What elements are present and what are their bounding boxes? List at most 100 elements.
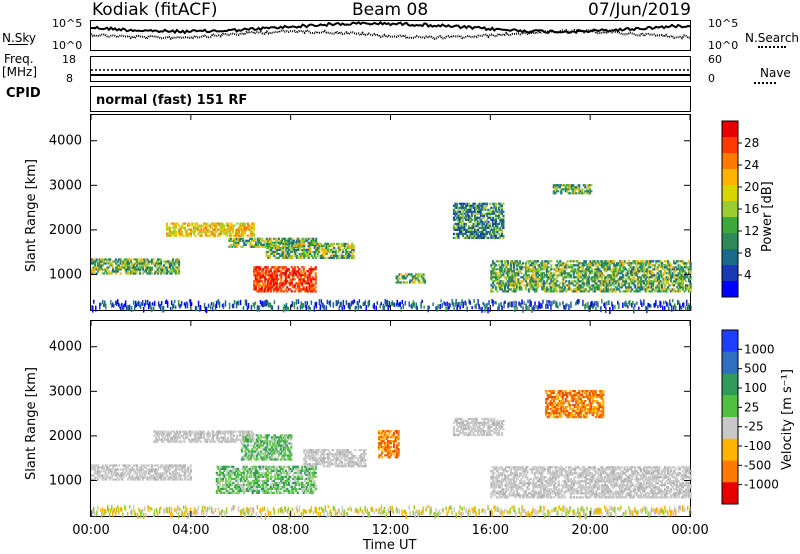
nave-line: [754, 82, 776, 84]
colorbar-swatch-1-5: [722, 438, 738, 461]
colorbar-frame-1: [721, 329, 739, 505]
colorbar-tick-label-1-0: 1000: [744, 342, 775, 356]
y-tick-label-0-0: 1000: [49, 267, 82, 282]
x-tick-label-2: 08:00: [272, 523, 309, 538]
station-title: Kodiak (fitACF): [92, 0, 218, 20]
y-tick-label-1-1: 2000: [49, 429, 82, 444]
n-search-line: [758, 46, 786, 48]
echo-region-0-8: [552, 184, 593, 195]
colorbar-tick-label-1-3: 25: [744, 400, 759, 414]
freq-tick-top: 18: [62, 53, 76, 66]
echo-region-1-8: [452, 417, 505, 437]
echo-region-1-2: [215, 465, 317, 494]
colorbar-tick-label-1-2: 100: [744, 381, 767, 395]
cpid-label: CPID: [6, 86, 41, 101]
n-search-label: N.Search: [745, 31, 800, 45]
x-tick-label-6: 00:00: [671, 523, 708, 538]
echo-region-1-1: [153, 430, 255, 443]
echo-region-0-4: [265, 242, 355, 259]
colorbar-swatch-0-1: [722, 137, 738, 154]
colorbar-tick-label-1-1: 500: [744, 362, 767, 376]
colorbar-swatch-0-6: [722, 217, 738, 234]
power-ylabel: Slant Range [km]: [24, 159, 39, 272]
colorbar-swatch-1-3: [722, 395, 738, 418]
colorbar-tick-label-0-2: 20: [744, 180, 759, 194]
x-tick-label-3: 12:00: [372, 523, 409, 538]
noise-search-trace: [90, 28, 691, 41]
velocity-colorbar-label: Velocity [m s⁻¹]: [780, 369, 795, 470]
velocity-ylabel: Slant Range [km]: [24, 367, 39, 480]
cpid-panel: [90, 86, 691, 112]
y-tick-label-1-0: 1000: [49, 473, 82, 488]
x-axis-title: Time UT: [363, 538, 417, 553]
n-sky-tick-top: 10^5: [52, 17, 83, 30]
date-title: 07/Jun/2019: [588, 0, 691, 20]
cpid-text: normal (fast) 151 RF: [96, 93, 248, 108]
beam-title: Beam 08: [352, 0, 429, 20]
colorbar-swatch-1-1: [722, 351, 738, 374]
colorbar-swatch-0-2: [722, 153, 738, 170]
echo-region-1-3: [240, 434, 293, 461]
colorbar-swatch-0-0: [722, 121, 738, 138]
colorbar-tick-label-1-5: -100: [744, 439, 771, 453]
colorbar-tick-label-0-3: 16: [744, 202, 759, 216]
colorbar-swatch-1-4: [722, 417, 738, 440]
colorbar-swatch-0-8: [722, 249, 738, 266]
freq-unit-label: [MHz]: [2, 65, 38, 79]
noise-panel: [90, 20, 691, 51]
y-tick-label-0-1: 2000: [49, 223, 82, 238]
colorbar-swatch-0-4: [722, 185, 738, 202]
colorbar-swatch-0-9: [722, 265, 738, 282]
echo-region-1-7: [545, 390, 605, 419]
colorbar-tick-label-1-7: -1000: [744, 478, 779, 492]
echo-region-0-3: [253, 266, 317, 293]
freq-tick-bottom: 8: [66, 72, 73, 85]
colorbar-tick-label-0-5: 8: [744, 246, 752, 260]
colorbar-swatch-1-6: [722, 460, 738, 483]
echo-region-0-5: [395, 273, 427, 284]
colorbar-tick-label-0-1: 24: [744, 158, 759, 172]
echo-region-0-6: [452, 202, 505, 239]
echo-region-1-4: [303, 449, 367, 468]
n-search-tick-bottom: 10^0: [708, 39, 739, 52]
ground-scatter-1: [91, 505, 692, 520]
ground-scatter-0: [92, 299, 692, 314]
colorbar-swatch-1-0: [722, 330, 738, 353]
colorbar-swatch-1-7: [722, 482, 738, 505]
n-sky-label: N.Sky: [2, 31, 37, 45]
n-sky-line: [8, 44, 28, 45]
y-tick-label-1-3: 4000: [49, 340, 82, 355]
nave-tick-top: 60: [708, 53, 722, 66]
echo-region-1-0: [91, 464, 192, 481]
echo-region-0-1: [165, 222, 255, 237]
n-sky-tick-bottom: 10^0: [52, 39, 83, 52]
colorbar-tick-label-0-4: 12: [744, 224, 759, 238]
colorbar-tick-label-0-6: 4: [744, 268, 752, 282]
echo-region-1-5: [378, 430, 400, 459]
y-tick-label-0-3: 4000: [49, 134, 82, 149]
colorbar-tick-label-1-6: -500: [744, 458, 771, 472]
freq-panel: [90, 56, 691, 82]
x-tick-label-4: 16:00: [472, 523, 509, 538]
noise-sky-trace: [91, 20, 691, 35]
nave-label: Nave: [760, 66, 791, 80]
power-colorbar-label: Power [dB]: [760, 181, 775, 252]
colorbar-tick-label-0-0: 28: [744, 136, 759, 150]
echo-region-1-6: [490, 466, 692, 499]
x-tick-label-0: 00:00: [72, 523, 109, 538]
colorbar-tick-label-1-4: -25: [744, 420, 764, 434]
n-search-tick-top: 10^5: [708, 17, 739, 30]
colorbar-swatch-0-10: [722, 281, 738, 298]
freq-label: Freq.: [4, 52, 34, 66]
y-tick-label-0-2: 3000: [49, 178, 82, 193]
colorbar-swatch-1-2: [722, 373, 738, 396]
colorbar-swatch-0-3: [722, 169, 738, 186]
echo-region-0-7: [490, 260, 692, 293]
nave-tick-bottom: 0: [708, 72, 715, 85]
colorbar-swatch-0-5: [722, 201, 738, 218]
y-tick-label-1-2: 3000: [49, 384, 82, 399]
x-tick-label-5: 20:00: [571, 523, 608, 538]
echo-region-0-0: [91, 258, 181, 275]
x-tick-label-1: 04:00: [172, 523, 209, 538]
